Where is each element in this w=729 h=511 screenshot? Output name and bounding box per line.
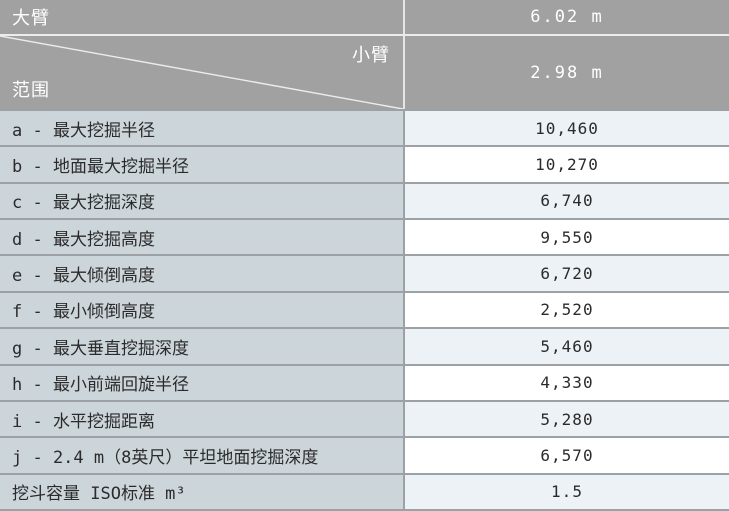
boom-value-cell: 6.02 m [405, 0, 729, 34]
range-label: 范围 [12, 80, 50, 101]
row-value: 5,460 [405, 329, 729, 364]
row-value: 9,550 [405, 220, 729, 255]
header-row-boom: 大臂 6.02 m [0, 0, 729, 36]
row-label: h - 最小前端回旋半径 [0, 365, 405, 400]
row-value: 4,330 [405, 365, 729, 400]
table-row: 挖斗容量 ISO标准 m³ 1.5 [0, 474, 729, 511]
table-row: b - 地面最大挖掘半径 10,270 [0, 147, 729, 184]
boom-value: 6.02 m [530, 7, 604, 27]
row-value: 2,520 [405, 292, 729, 328]
arm-value-cell: 2.98 m [405, 36, 729, 109]
row-label: j - 2.4 m（8英尺）平坦地面挖掘深度 [0, 438, 405, 473]
row-value: 6,740 [405, 183, 729, 219]
table-row: c - 最大挖掘深度 6,740 [0, 183, 729, 221]
table-row: j - 2.4 m（8英尺）平坦地面挖掘深度 6,570 [0, 438, 729, 475]
row-value: 5,280 [405, 401, 729, 437]
row-label: e - 最大倾倒高度 [0, 256, 405, 291]
table-row: h - 最小前端回旋半径 4,330 [0, 365, 729, 402]
row-label: f - 最小倾倒高度 [0, 292, 405, 328]
table-header: 大臂 6.02 m 小臂 范围 2.98 m [0, 0, 729, 111]
boom-header-cell: 大臂 [0, 0, 405, 34]
table-row: i - 水平挖掘距离 5,280 [0, 401, 729, 439]
diagonal-divider-line [0, 36, 403, 109]
boom-label: 大臂 [12, 8, 50, 29]
table-body: a - 最大挖掘半径 10,460 b - 地面最大挖掘半径 10,270 c … [0, 111, 729, 511]
table-row: a - 最大挖掘半径 10,460 [0, 111, 729, 148]
row-label: i - 水平挖掘距离 [0, 401, 405, 437]
table-row: d - 最大挖掘高度 9,550 [0, 220, 729, 257]
table-row: g - 最大垂直挖掘深度 5,460 [0, 329, 729, 366]
row-value: 6,720 [405, 256, 729, 291]
arm-value: 2.98 m [530, 62, 604, 83]
row-label: g - 最大垂直挖掘深度 [0, 329, 405, 364]
row-label: b - 地面最大挖掘半径 [0, 147, 405, 182]
row-label: c - 最大挖掘深度 [0, 183, 405, 219]
row-value: 6,570 [405, 438, 729, 473]
row-label: a - 最大挖掘半径 [0, 111, 405, 146]
row-value: 1.5 [405, 474, 729, 509]
header-row-arm-range: 小臂 范围 2.98 m [0, 36, 729, 109]
row-label: 挖斗容量 ISO标准 m³ [0, 474, 405, 509]
row-value: 10,270 [405, 147, 729, 182]
table-row: e - 最大倾倒高度 6,720 [0, 256, 729, 293]
arm-range-header-cell: 小臂 范围 [0, 36, 405, 109]
arm-label: 小臂 [352, 45, 390, 66]
table-row: f - 最小倾倒高度 2,520 [0, 292, 729, 330]
row-label: d - 最大挖掘高度 [0, 220, 405, 255]
row-value: 10,460 [405, 111, 729, 146]
